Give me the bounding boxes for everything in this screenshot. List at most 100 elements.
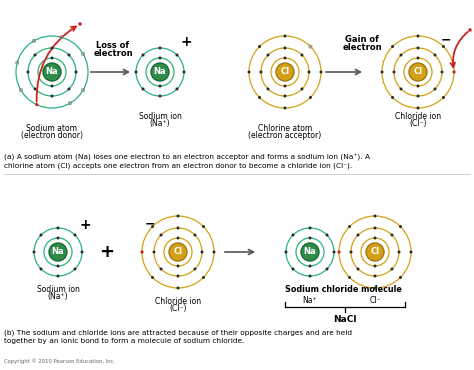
Text: Chloride ion: Chloride ion [155, 297, 201, 306]
Circle shape [182, 71, 185, 74]
Circle shape [391, 45, 394, 48]
Circle shape [67, 87, 71, 91]
Circle shape [175, 87, 179, 91]
Circle shape [142, 54, 145, 57]
Circle shape [374, 265, 376, 268]
Text: Cl: Cl [413, 67, 422, 77]
Circle shape [56, 236, 60, 239]
Text: Cl: Cl [281, 67, 290, 77]
Circle shape [259, 71, 263, 74]
Circle shape [400, 87, 402, 91]
Circle shape [33, 250, 36, 253]
Circle shape [51, 47, 54, 50]
Circle shape [158, 94, 162, 98]
Circle shape [158, 84, 162, 87]
Circle shape [266, 54, 270, 57]
Circle shape [140, 250, 144, 253]
Text: Sodium ion: Sodium ion [138, 112, 182, 121]
Circle shape [301, 87, 303, 91]
Circle shape [417, 84, 419, 87]
Circle shape [283, 94, 286, 98]
Circle shape [356, 268, 360, 270]
Text: Gain of: Gain of [345, 36, 379, 44]
Text: Sodium atom: Sodium atom [27, 124, 78, 133]
Circle shape [433, 87, 437, 91]
Circle shape [417, 107, 419, 110]
Circle shape [400, 54, 402, 57]
Circle shape [266, 87, 270, 91]
Circle shape [349, 250, 353, 253]
Circle shape [39, 268, 43, 270]
Circle shape [433, 54, 437, 57]
Circle shape [442, 45, 445, 48]
Circle shape [34, 87, 36, 91]
Circle shape [151, 63, 169, 81]
Circle shape [212, 250, 216, 253]
Circle shape [301, 243, 319, 261]
Circle shape [78, 22, 82, 26]
Text: (b) The sodium and chloride ions are attracted because of their opposite charges: (b) The sodium and chloride ions are att… [4, 330, 352, 343]
Circle shape [398, 250, 401, 253]
Circle shape [51, 57, 54, 60]
Circle shape [309, 226, 311, 229]
Circle shape [308, 71, 310, 74]
Circle shape [348, 276, 351, 279]
Circle shape [284, 250, 288, 253]
Circle shape [326, 268, 328, 270]
Circle shape [74, 71, 78, 74]
Circle shape [51, 84, 54, 87]
Circle shape [283, 57, 286, 60]
Circle shape [374, 275, 376, 278]
Circle shape [283, 34, 286, 37]
Text: −: − [441, 34, 451, 47]
Circle shape [56, 275, 60, 278]
Circle shape [374, 236, 376, 239]
Circle shape [309, 96, 312, 99]
Text: NaCl: NaCl [333, 315, 357, 324]
Circle shape [326, 233, 328, 236]
Circle shape [283, 47, 286, 50]
Circle shape [56, 265, 60, 268]
Circle shape [176, 226, 180, 229]
Circle shape [56, 226, 60, 229]
Circle shape [292, 268, 294, 270]
Circle shape [366, 243, 384, 261]
Circle shape [410, 250, 412, 253]
Circle shape [151, 276, 154, 279]
Circle shape [51, 94, 54, 98]
Circle shape [153, 250, 155, 253]
Circle shape [158, 57, 162, 60]
Circle shape [356, 233, 360, 236]
Text: Na⁺: Na⁺ [303, 296, 317, 305]
Circle shape [176, 286, 180, 289]
Circle shape [176, 215, 180, 218]
Circle shape [440, 71, 444, 74]
Circle shape [27, 71, 29, 74]
Circle shape [332, 250, 336, 253]
Circle shape [391, 233, 393, 236]
Circle shape [301, 54, 303, 57]
Circle shape [81, 250, 83, 253]
Text: Cl⁻: Cl⁻ [369, 296, 381, 305]
Text: +: + [180, 35, 192, 49]
Circle shape [374, 286, 376, 289]
Circle shape [258, 45, 261, 48]
Circle shape [374, 215, 376, 218]
Circle shape [160, 233, 163, 236]
Circle shape [158, 47, 162, 50]
Circle shape [417, 34, 419, 37]
Text: Na: Na [304, 248, 316, 256]
Circle shape [309, 265, 311, 268]
Circle shape [283, 107, 286, 110]
Text: (Na⁺): (Na⁺) [48, 292, 68, 301]
Circle shape [399, 276, 402, 279]
Circle shape [176, 265, 180, 268]
Circle shape [309, 236, 311, 239]
Circle shape [247, 71, 250, 74]
Text: (Cl⁻): (Cl⁻) [409, 119, 427, 128]
Text: electron: electron [93, 48, 133, 57]
Text: (electron donor): (electron donor) [21, 131, 83, 140]
Text: Chloride ion: Chloride ion [395, 112, 441, 121]
Circle shape [160, 268, 163, 270]
Circle shape [374, 226, 376, 229]
